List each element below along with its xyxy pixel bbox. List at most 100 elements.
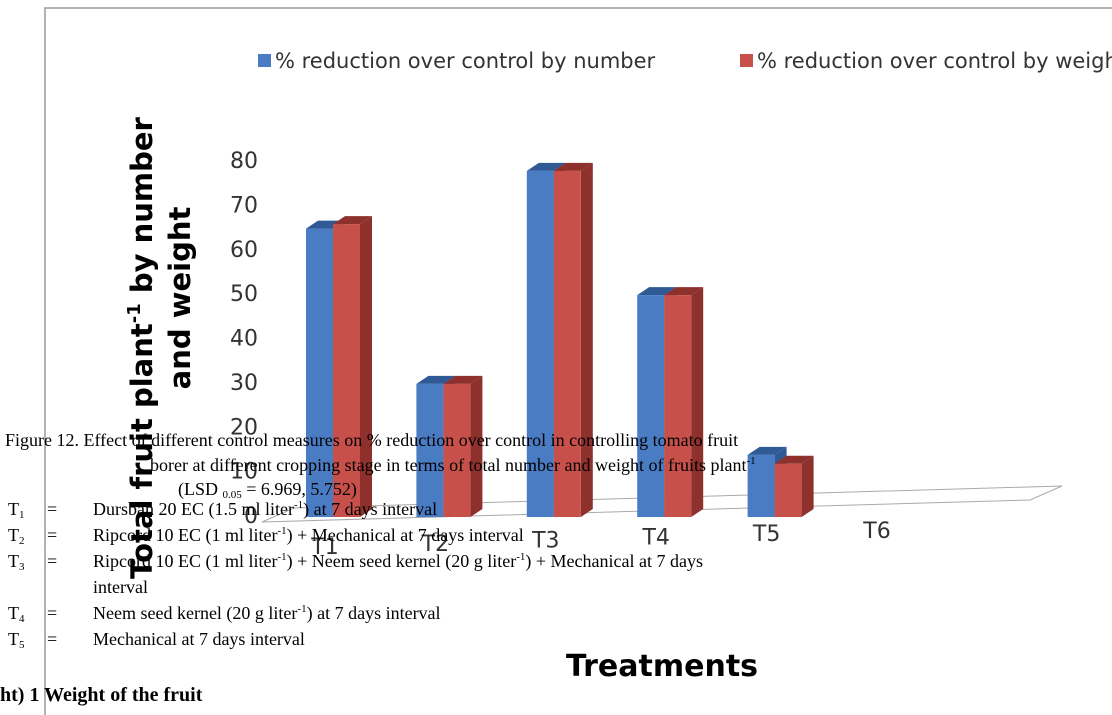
treatment-eq: = (47, 551, 58, 571)
treatment-eq: = (47, 525, 58, 545)
treatment-desc: Dursban 20 EC (1.5 ml liter-1) at 7 days… (93, 499, 437, 520)
treatment-part: Dursban 20 EC (1.5 ml liter (93, 499, 294, 519)
bar-side (801, 455, 814, 517)
treatment-eq: = (47, 629, 58, 649)
treatment-desc: Mechanical at 7 days interval (93, 629, 305, 650)
legend-swatch (740, 54, 753, 67)
treatment-code: T2 (8, 525, 25, 547)
bar (664, 295, 692, 517)
bar-top (553, 162, 593, 171)
treatment-part: ) + Neem seed kernel (20 g liter (286, 551, 517, 571)
caption-line: borer at different cropping stage in ter… (150, 455, 756, 476)
treatment-code: T4 (8, 603, 25, 625)
bar (747, 454, 775, 517)
y-tick-label: 50 (230, 282, 258, 307)
bar-top (637, 287, 677, 296)
bar (553, 170, 581, 517)
treatment-part: -1 (277, 525, 287, 537)
legend-label: % reduction over control by number (275, 49, 656, 73)
bar (774, 463, 802, 517)
bar-top (443, 375, 483, 384)
bar-top (664, 287, 704, 296)
legend-swatch (258, 54, 271, 67)
footer-text: ht) 1 Weight of the fruit (0, 684, 203, 706)
y-tick-label: 70 (230, 193, 258, 218)
caption-sup: -1 (746, 455, 756, 467)
bar-side (360, 216, 372, 517)
bar (333, 224, 360, 517)
caption-line: Figure 12. Effect of different control m… (5, 430, 739, 450)
treatment-part: -1 (516, 551, 526, 563)
x-tick-label: T1 (310, 535, 338, 560)
treatment-part: -1 (277, 551, 287, 563)
y-axis-label: Total fruit plant-1 by number (124, 116, 159, 578)
x-tick-label: T2 (421, 532, 449, 557)
treatment-sym: T (8, 551, 19, 571)
x-tick-label: T5 (752, 522, 780, 547)
x-axis-label: Treatments (566, 649, 758, 684)
treatment-idx: 4 (19, 613, 25, 625)
bar-top (416, 375, 456, 384)
treatment-sym: T (8, 525, 19, 545)
bar-top (747, 446, 787, 455)
y-axis-label-part: Total fruit plant (125, 323, 159, 579)
treatment-part: -1 (293, 499, 304, 511)
treatment-part: Ripcord 10 EC (1 ml liter (93, 551, 278, 571)
legend-label: % reduction over control by weight (757, 49, 1112, 73)
y-axis-label-sup: -1 (124, 303, 145, 323)
treatment-part: ) + Mechanical at 7 days interval (286, 525, 524, 545)
bar-top (526, 162, 566, 171)
treatment-part: ) + Mechanical at 7 days (525, 551, 703, 571)
treatment-idx: 2 (19, 535, 25, 547)
caption-text: borer at different cropping stage in ter… (150, 455, 747, 475)
treatment-sym: T (8, 603, 19, 623)
y-tick-label: 20 (230, 415, 258, 440)
y-tick-label: 80 (230, 149, 258, 174)
x-tick-label: T6 (862, 519, 890, 544)
x-tick-label: T3 (531, 529, 559, 554)
treatment-sym: T (8, 629, 19, 649)
treatment-eq: = (47, 499, 58, 519)
treatment-code: T5 (8, 629, 25, 651)
bar-top (333, 216, 372, 225)
treatment-part: Neem seed kernel (20 g liter (93, 603, 298, 623)
treatment-desc: Neem seed kernel (20 g liter-1) at 7 day… (93, 603, 441, 624)
treatment-part: Mechanical at 7 days interval (93, 629, 305, 649)
caption-text: = 6.969, 5.752) (241, 479, 357, 499)
treatment-desc: Ripcord 10 EC (1 ml liter-1) + Mechanica… (93, 525, 524, 546)
bar (443, 383, 471, 517)
bar (637, 295, 665, 517)
y-axis-label: and weight (163, 207, 197, 390)
caption-line: (LSD 0.05 = 6.969, 5.752) (178, 479, 357, 501)
y-tick-label: 10 (230, 460, 258, 485)
bar (416, 383, 444, 517)
treatment-eq: = (47, 603, 58, 623)
treatment-code: T3 (8, 551, 25, 573)
caption-sub: 0.05 (222, 489, 242, 501)
treatment-idx: 5 (19, 639, 25, 651)
treatment-idx: 1 (19, 509, 25, 521)
bar-side (580, 162, 593, 517)
bar (306, 228, 333, 517)
caption-text: (LSD (178, 479, 223, 499)
treatment-part: ) at 7 days interval (306, 603, 441, 623)
treatment-desc: Ripcord 10 EC (1 ml liter-1) + Neem seed… (93, 551, 703, 572)
y-tick-label: 30 (230, 371, 258, 396)
bar-top (774, 455, 814, 464)
treatment-part: ) at 7 days interval (303, 499, 438, 519)
y-tick-label: 0 (244, 504, 258, 529)
x-tick-label: T4 (641, 525, 669, 550)
y-axis-label-part: by number (125, 116, 159, 303)
chart-border (44, 7, 1112, 715)
bar-side (470, 375, 483, 517)
treatment-part: -1 (297, 603, 307, 615)
bar (526, 170, 554, 517)
y-tick-label: 40 (230, 327, 258, 352)
treatment-cont: interval (93, 577, 148, 597)
treatment-sym: T (8, 499, 19, 519)
treatment-part: Ripcord 10 EC (1 ml liter (93, 525, 278, 545)
bar-side (691, 287, 704, 517)
treatment-code: T1 (8, 499, 25, 521)
